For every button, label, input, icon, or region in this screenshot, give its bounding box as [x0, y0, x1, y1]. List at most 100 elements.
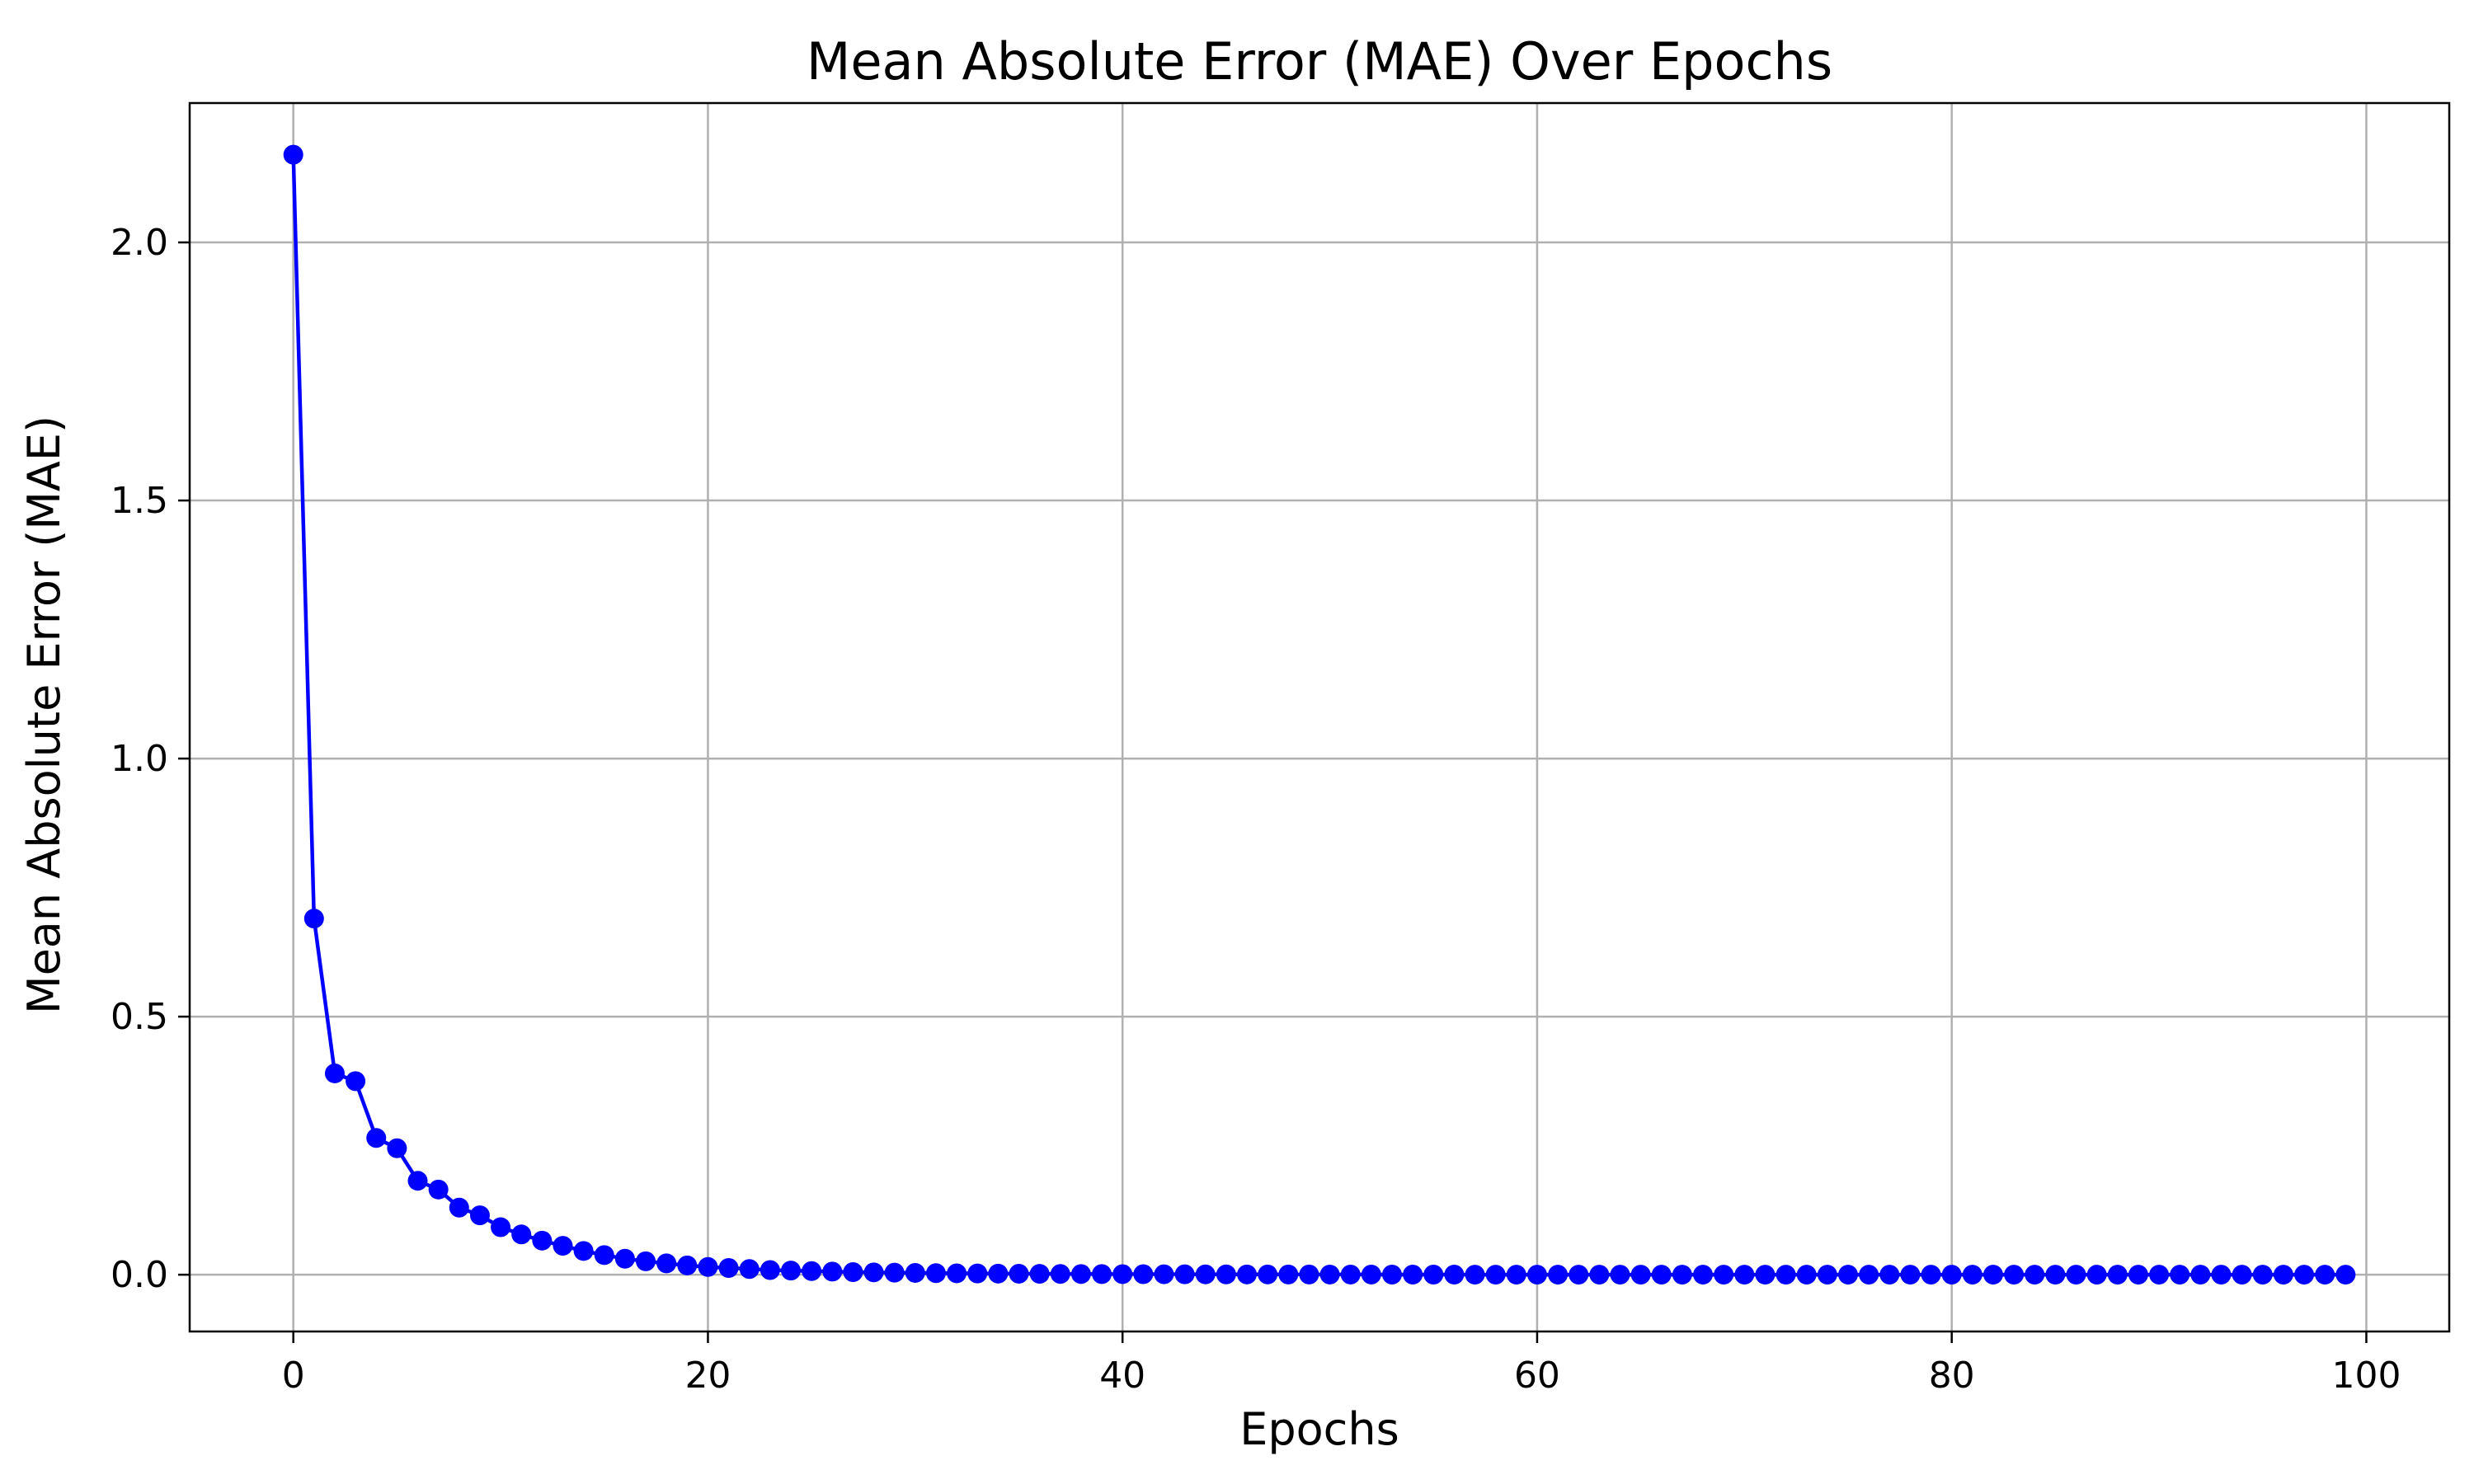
data-point-0-1: [303, 909, 324, 929]
data-point-0-60: [1526, 1265, 1547, 1285]
y-axis-ticks: 0.0 0.5 1.0 1.5 2.0: [111, 222, 190, 1296]
x-tick-label-1: 20: [684, 1355, 731, 1397]
y-tick-label-4: 2.0: [111, 222, 168, 264]
data-point-0-98: [2315, 1265, 2335, 1285]
data-point-0-81: [1962, 1265, 1982, 1285]
data-point-0-80: [1941, 1265, 1962, 1285]
data-point-0-44: [1195, 1264, 1216, 1284]
data-point-0-57: [1465, 1265, 1485, 1285]
data-point-0-94: [2232, 1265, 2252, 1285]
data-point-0-20: [698, 1256, 718, 1277]
data-point-0-74: [1817, 1265, 1837, 1285]
data-point-0-62: [1569, 1265, 1589, 1285]
data-point-0-99: [2335, 1265, 2356, 1285]
data-point-0-85: [2045, 1265, 2066, 1285]
data-point-0-27: [843, 1262, 863, 1283]
series-layer: [283, 144, 2356, 1285]
data-point-0-97: [2294, 1265, 2315, 1285]
data-point-0-70: [1734, 1265, 1755, 1285]
data-point-0-58: [1485, 1265, 1506, 1285]
data-point-0-50: [1319, 1264, 1340, 1284]
data-point-0-5: [387, 1138, 407, 1158]
data-point-0-11: [511, 1224, 532, 1245]
data-point-0-21: [718, 1257, 739, 1278]
data-point-0-41: [1133, 1264, 1154, 1284]
x-tick-label-2: 40: [1099, 1355, 1145, 1397]
x-axis-ticks: 0 20 40 60 80 100: [282, 1331, 2401, 1397]
data-point-0-17: [636, 1251, 656, 1271]
x-axis-label: Epochs: [1239, 1403, 1399, 1455]
y-tick-label-2: 1.0: [111, 738, 168, 780]
data-point-0-47: [1258, 1264, 1278, 1284]
data-point-0-43: [1174, 1264, 1195, 1284]
data-point-0-51: [1340, 1264, 1361, 1284]
x-tick-label-4: 80: [1929, 1355, 1975, 1397]
data-point-0-42: [1154, 1264, 1174, 1284]
data-point-0-32: [947, 1263, 967, 1284]
data-point-0-84: [2025, 1265, 2045, 1285]
data-point-0-69: [1714, 1265, 1734, 1285]
data-point-0-45: [1216, 1264, 1236, 1284]
series-line-0: [291, 154, 2346, 1277]
data-point-0-29: [884, 1262, 905, 1283]
data-point-0-78: [1900, 1265, 1921, 1285]
data-point-0-22: [739, 1259, 760, 1280]
data-point-0-64: [1610, 1265, 1630, 1285]
data-point-0-77: [1879, 1265, 1900, 1285]
data-point-0-75: [1838, 1265, 1859, 1285]
x-tick-label-0: 0: [282, 1355, 305, 1397]
y-tick-label-3: 1.5: [111, 480, 168, 522]
data-point-0-30: [905, 1262, 925, 1283]
data-point-0-34: [988, 1263, 1009, 1284]
y-axis-label: Mean Absolute Error (MAE): [18, 416, 70, 1014]
data-point-0-3: [346, 1071, 366, 1092]
data-point-0-40: [1112, 1264, 1133, 1284]
data-point-0-67: [1672, 1265, 1692, 1285]
data-point-0-83: [2004, 1265, 2025, 1285]
data-point-0-0: [283, 144, 303, 165]
data-point-0-73: [1796, 1265, 1817, 1285]
data-point-0-53: [1381, 1265, 1402, 1285]
data-point-0-89: [2128, 1265, 2148, 1285]
data-point-0-66: [1651, 1265, 1672, 1285]
data-point-0-24: [780, 1261, 801, 1281]
data-point-0-37: [1050, 1264, 1070, 1284]
data-point-0-16: [614, 1248, 635, 1269]
data-point-0-26: [822, 1261, 843, 1282]
data-point-0-7: [428, 1179, 449, 1200]
data-point-0-10: [491, 1217, 511, 1237]
data-point-0-33: [967, 1263, 988, 1284]
data-point-0-4: [366, 1128, 387, 1148]
data-point-0-19: [677, 1255, 698, 1275]
data-point-0-2: [324, 1063, 345, 1083]
data-point-0-59: [1506, 1265, 1526, 1285]
data-point-0-79: [1921, 1265, 1941, 1285]
data-point-0-87: [2086, 1265, 2107, 1285]
data-point-0-25: [802, 1261, 822, 1281]
data-point-0-12: [532, 1230, 553, 1251]
data-point-0-95: [2252, 1265, 2273, 1285]
data-point-0-48: [1278, 1264, 1299, 1284]
x-tick-label-5: 100: [2331, 1355, 2401, 1397]
data-point-0-23: [760, 1260, 780, 1280]
data-point-0-92: [2190, 1265, 2211, 1285]
data-point-0-39: [1092, 1264, 1112, 1284]
data-point-0-55: [1423, 1265, 1444, 1285]
data-point-0-13: [553, 1236, 573, 1256]
data-point-0-56: [1444, 1265, 1465, 1285]
grid-lines: [190, 103, 2449, 1331]
plot-frame: [188, 101, 2451, 1333]
data-point-0-90: [2149, 1265, 2170, 1285]
data-point-0-91: [2170, 1265, 2190, 1285]
data-point-0-88: [2107, 1265, 2128, 1285]
data-point-0-61: [1548, 1265, 1569, 1285]
data-point-0-15: [594, 1245, 614, 1266]
data-point-0-46: [1237, 1264, 1258, 1284]
data-point-0-96: [2273, 1265, 2293, 1285]
data-point-0-82: [1982, 1265, 2003, 1285]
data-point-0-54: [1403, 1265, 1423, 1285]
data-point-0-86: [2066, 1265, 2086, 1285]
data-point-0-52: [1361, 1264, 1381, 1284]
data-point-0-63: [1589, 1265, 1610, 1285]
